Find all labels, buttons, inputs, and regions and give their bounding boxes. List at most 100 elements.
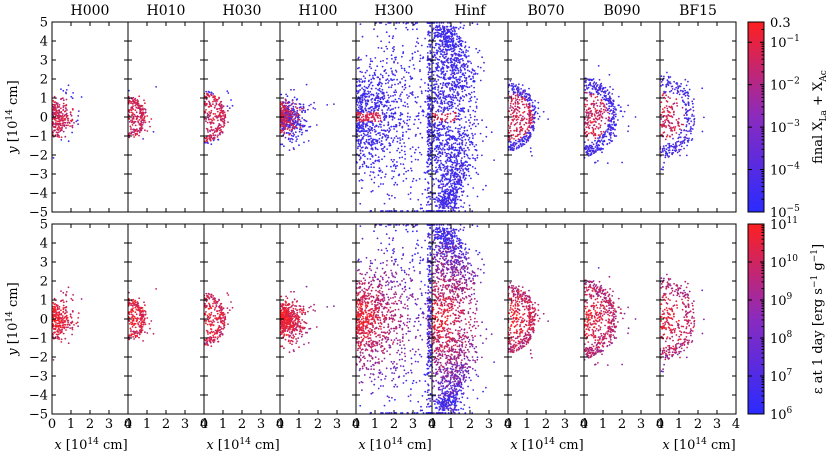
- scatter-point: [357, 113, 360, 116]
- scatter-point: [377, 120, 380, 123]
- scatter-point: [391, 170, 393, 172]
- scatter-point: [298, 346, 300, 349]
- scatter-point: [407, 371, 410, 374]
- scatter-point: [382, 98, 385, 101]
- scatter-point: [300, 133, 303, 136]
- scatter-point: [130, 313, 133, 316]
- scatter-point: [392, 139, 395, 142]
- scatter-point: [54, 325, 56, 327]
- scatter-point: [212, 129, 215, 131]
- scatter-point: [136, 99, 139, 101]
- scatter-point: [358, 138, 360, 141]
- scatter-point: [144, 129, 146, 132]
- scatter-point: [417, 127, 419, 130]
- scatter-point: [383, 326, 385, 329]
- scatter-point: [392, 252, 395, 255]
- scatter-point: [209, 316, 212, 319]
- scatter-point: [357, 91, 360, 94]
- scatter-point: [424, 284, 426, 286]
- scatter-point: [206, 331, 209, 334]
- scatter-point: [58, 306, 61, 308]
- scatter-point: [427, 33, 429, 36]
- scatter-point: [372, 143, 374, 146]
- scatter-point: [291, 138, 294, 141]
- scatter-point: [368, 135, 371, 138]
- scatter-point: [367, 120, 370, 123]
- scatter-point: [210, 93, 212, 96]
- scatter-point: [364, 147, 367, 150]
- scatter-point: [387, 134, 389, 137]
- scatter-point: [376, 139, 379, 142]
- scatter-point: [130, 107, 133, 109]
- scatter-point: [143, 99, 145, 102]
- scatter-point: [361, 237, 364, 240]
- scatter-point: [413, 210, 416, 212]
- scatter-point: [76, 119, 79, 122]
- scatter-point: [283, 120, 286, 122]
- scatter-point: [364, 328, 367, 330]
- scatter-point: [381, 315, 384, 317]
- scatter-point: [417, 198, 420, 201]
- scatter-point: [427, 140, 430, 142]
- scatter-point: [369, 210, 372, 212]
- scatter-point: [375, 140, 378, 143]
- scatter-point: [215, 102, 218, 104]
- scatter-point: [313, 303, 315, 306]
- scatter-point: [410, 388, 412, 391]
- scatter-point: [58, 311, 61, 313]
- scatter-point: [205, 109, 207, 111]
- scatter-point: [394, 98, 397, 101]
- scatter-point: [385, 45, 388, 48]
- scatter-point: [292, 132, 295, 135]
- scatter-point: [67, 140, 70, 143]
- scatter-point: [204, 104, 207, 107]
- scatter-point: [426, 247, 429, 250]
- scatter-point: [368, 65, 371, 68]
- scatter-point: [144, 313, 147, 316]
- scatter-point: [283, 330, 285, 333]
- scatter-point: [217, 134, 219, 137]
- scatter-point: [358, 144, 361, 146]
- scatter-point: [387, 82, 389, 84]
- scatter-point: [61, 124, 64, 127]
- scatter-point: [296, 107, 298, 110]
- scatter-point: [378, 362, 380, 365]
- scatter-point: [358, 121, 361, 124]
- scatter-points: [204, 90, 234, 146]
- scatter-point: [360, 322, 363, 325]
- scatter-point: [219, 307, 222, 309]
- scatter-point: [396, 385, 399, 388]
- scatter-point: [298, 305, 301, 307]
- scatter-point: [53, 328, 55, 330]
- scatter-point: [382, 349, 384, 352]
- scatter-point: [55, 102, 58, 104]
- scatter-point: [135, 115, 138, 118]
- scatter-point: [132, 134, 135, 136]
- scatter-point: [208, 297, 211, 299]
- scatter-point: [426, 66, 429, 68]
- scatter-point: [294, 308, 297, 310]
- scatter-point: [378, 369, 381, 372]
- scatter-point: [219, 314, 221, 316]
- scatter-point: [212, 331, 215, 333]
- scatter-point: [358, 100, 361, 102]
- scatter-point: [216, 318, 219, 321]
- scatter-point: [394, 83, 396, 86]
- scatter-point: [210, 111, 212, 114]
- scatter-point: [429, 203, 432, 206]
- scatter-point: [220, 302, 223, 305]
- scatter-point: [62, 291, 65, 294]
- scatter-point: [375, 289, 377, 292]
- scatter-point: [427, 150, 430, 153]
- scatter-point: [400, 67, 403, 70]
- scatter-point: [385, 134, 388, 136]
- scatter-point: [360, 130, 363, 133]
- scatter-point: [281, 329, 284, 332]
- scatter-point: [299, 327, 301, 329]
- scatter-point: [296, 340, 298, 342]
- scatter-point: [404, 347, 406, 350]
- scatter-point: [415, 381, 418, 384]
- scatter-point: [420, 153, 423, 156]
- scatter-point: [369, 260, 372, 262]
- scatter-point: [72, 92, 74, 94]
